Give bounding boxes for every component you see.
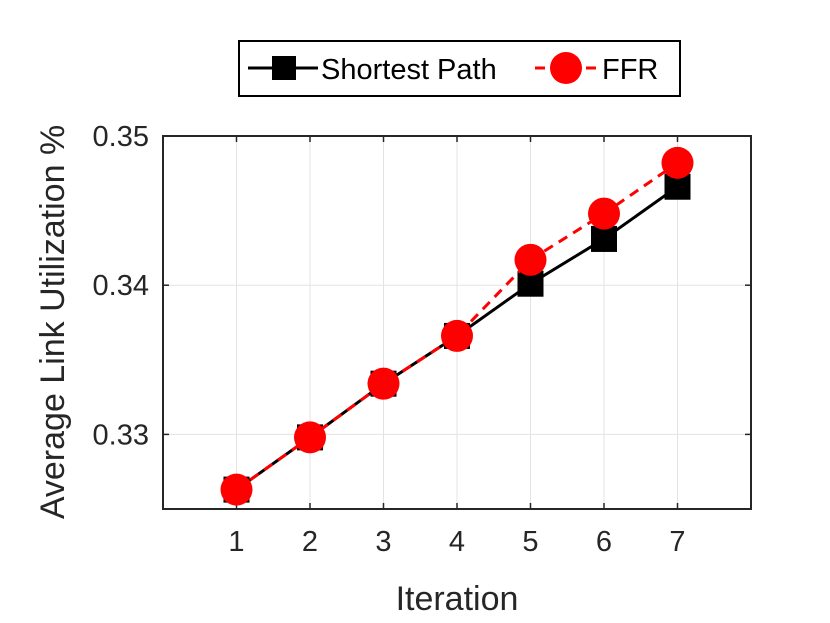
- x-tick-label: 7: [669, 526, 685, 558]
- data-point-circle: [367, 367, 400, 400]
- data-point-square: [591, 225, 617, 252]
- x-tick-label: 6: [596, 526, 612, 558]
- y-axis-title: Average Link Utilization %: [34, 125, 72, 519]
- x-tick-label: 2: [302, 526, 318, 558]
- x-tick-label: 5: [522, 526, 538, 558]
- legend-marker-shortest-path: [272, 56, 296, 80]
- data-point-circle: [220, 473, 253, 506]
- legend-label-ffr: FFR: [602, 54, 658, 86]
- data-point-circle: [514, 243, 547, 276]
- y-tick-label: 0.33: [93, 419, 149, 451]
- legend-label-shortest-path: Shortest Path: [321, 54, 497, 86]
- legend-marker-ffr: [550, 52, 582, 84]
- x-tick-label: 3: [375, 526, 391, 558]
- series-layer: [220, 146, 694, 506]
- data-point-circle: [588, 197, 620, 230]
- data-point-circle: [661, 146, 694, 179]
- y-axis: 0.33 0.34 0.35: [93, 121, 751, 451]
- data-point-circle: [441, 319, 473, 352]
- y-tick-label: 0.35: [93, 121, 149, 153]
- x-tick-label: 1: [228, 526, 244, 558]
- y-tick-label: 0.34: [93, 270, 149, 302]
- x-axis: 1 2 3 4 5 6 7: [228, 136, 686, 558]
- series-ffr: [220, 146, 694, 506]
- data-point-circle: [294, 421, 326, 454]
- x-axis-title: Iteration: [396, 580, 519, 618]
- x-tick-label: 4: [449, 526, 465, 558]
- legend: Shortest Path FFR: [238, 40, 681, 97]
